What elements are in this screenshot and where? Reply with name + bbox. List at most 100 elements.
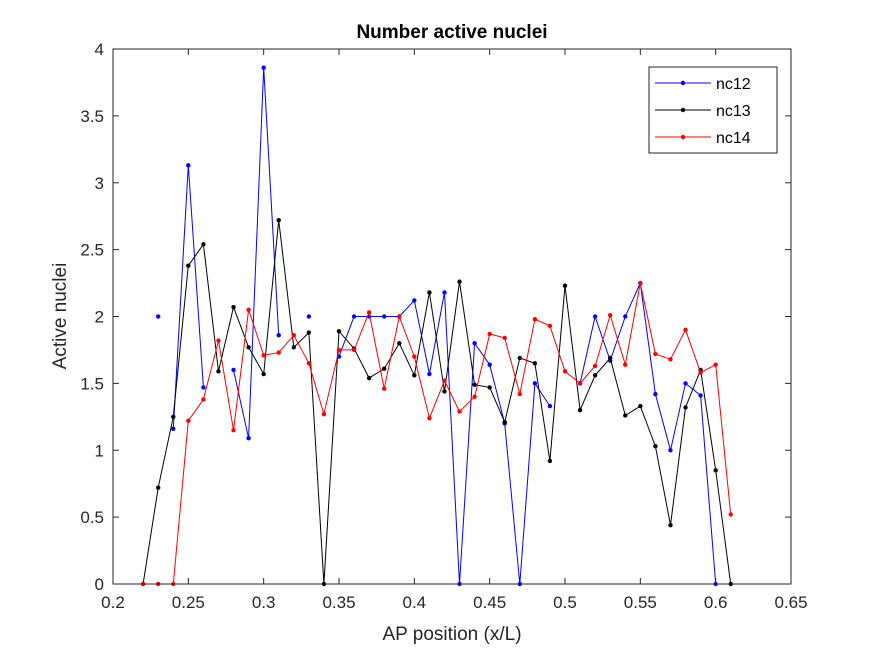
data-point-nc14 [638, 280, 643, 286]
y-tick-label: 1.5 [80, 374, 104, 393]
data-point-nc12 [532, 381, 538, 386]
y-tick-label: 4 [95, 40, 104, 59]
data-point-nc12 [201, 385, 206, 390]
data-point-nc14 [321, 411, 327, 417]
data-point-nc14 [487, 331, 492, 337]
data-point-nc12 [171, 426, 176, 432]
series-nc13 [140, 218, 733, 587]
data-point-nc12 [186, 163, 191, 168]
y-tick-label: 0 [95, 575, 104, 594]
data-point-nc12 [623, 314, 628, 319]
data-point-nc13 [246, 345, 251, 350]
data-point-nc13 [231, 304, 236, 310]
data-point-nc13 [472, 382, 477, 387]
data-point-nc13 [713, 468, 718, 473]
legend-item-nc14: nc14 [655, 130, 751, 147]
data-point-nc14 [201, 397, 206, 402]
data-point-nc14 [216, 338, 221, 343]
x-tick-label: 0.65 [774, 593, 807, 612]
data-point-nc12 [306, 314, 312, 319]
data-point-nc14 [231, 427, 236, 433]
data-point-nc13 [201, 242, 206, 247]
data-point-nc13 [306, 330, 312, 335]
data-point-nc14 [547, 323, 553, 329]
data-point-nc14 [472, 394, 477, 399]
data-point-nc14 [366, 310, 372, 315]
data-point-nc13 [366, 375, 372, 381]
data-point-nc13 [547, 458, 553, 464]
legend-label: nc13 [716, 103, 751, 120]
data-point-nc13 [261, 371, 266, 377]
y-tick-label: 0.5 [80, 508, 104, 527]
data-point-nc13 [577, 407, 583, 413]
data-point-nc14 [261, 353, 266, 358]
legend: nc12 nc13 nc14 [648, 66, 778, 154]
data-point-nc14 [653, 351, 658, 357]
data-point-nc14 [592, 363, 598, 369]
data-point-nc12 [412, 298, 417, 303]
data-point-nc13 [412, 373, 417, 378]
data-point-nc12 [382, 314, 387, 319]
data-point-nc13 [487, 385, 492, 390]
data-point-nc14 [623, 362, 628, 367]
data-point-nc14 [276, 350, 281, 355]
legend-item-nc13: nc13 [655, 103, 751, 120]
data-point-nc14 [306, 361, 312, 366]
data-point-nc13 [186, 263, 191, 268]
data-point-nc14 [502, 335, 507, 341]
data-point-nc14 [698, 370, 703, 375]
data-point-nc12 [276, 333, 281, 338]
legend-marker [680, 107, 686, 113]
data-point-nc14 [442, 378, 447, 383]
data-point-nc14 [608, 312, 613, 318]
legend-marker [680, 80, 686, 86]
data-point-nc12 [653, 391, 658, 397]
ticks-layer: 0.2 0.25 0.3 0.35 0.4 0.45 0.5 0.55 0.6 0.65 0 0.5 1… [80, 40, 807, 612]
data-point-nc13 [608, 355, 613, 361]
data-point-nc14 [713, 362, 718, 367]
data-point-nc13 [668, 522, 673, 528]
data-point-nc13 [336, 329, 342, 334]
data-point-nc14 [412, 354, 417, 359]
data-point-nc13 [427, 290, 432, 295]
data-point-nc13 [532, 361, 538, 366]
series-nc14 [140, 280, 733, 587]
data-point-nc13 [276, 218, 281, 223]
data-point-nc13 [382, 366, 387, 371]
data-point-nc14 [291, 333, 296, 338]
data-point-nc13 [291, 345, 296, 350]
data-point-nc13 [442, 389, 447, 394]
y-tick-label: 1 [95, 441, 104, 460]
legend-item-nc12: nc12 [655, 76, 751, 93]
data-point-nc12 [246, 436, 251, 441]
data-point-nc13 [502, 419, 507, 425]
data-point-nc13 [216, 369, 221, 374]
data-point-nc13 [562, 283, 568, 288]
chart-title: Number active nuclei [356, 22, 547, 43]
data-point-nc12 [442, 290, 447, 295]
series-line-nc13 [142, 220, 732, 585]
x-tick-label: 0.4 [403, 593, 427, 612]
data-point-nc12 [351, 314, 357, 319]
data-point-nc12 [156, 314, 161, 319]
series-layer [140, 65, 733, 587]
data-point-nc13 [683, 405, 688, 410]
data-point-nc12 [487, 362, 492, 367]
data-point-nc14 [668, 357, 673, 362]
data-point-nc12 [231, 367, 236, 373]
data-point-nc12 [683, 381, 688, 386]
series-line-nc12 [233, 67, 280, 439]
data-point-nc14 [246, 307, 251, 313]
data-point-nc14 [517, 391, 522, 397]
data-point-nc13 [517, 355, 522, 361]
data-point-nc13 [653, 444, 658, 449]
data-point-nc12 [547, 403, 553, 409]
data-point-nc14 [562, 369, 568, 374]
legend-label: nc14 [716, 130, 751, 147]
data-point-nc14 [351, 347, 357, 353]
data-point-nc12 [698, 393, 703, 398]
data-point-nc12 [668, 448, 673, 453]
data-point-nc13 [623, 413, 628, 418]
data-point-nc13 [156, 485, 161, 490]
